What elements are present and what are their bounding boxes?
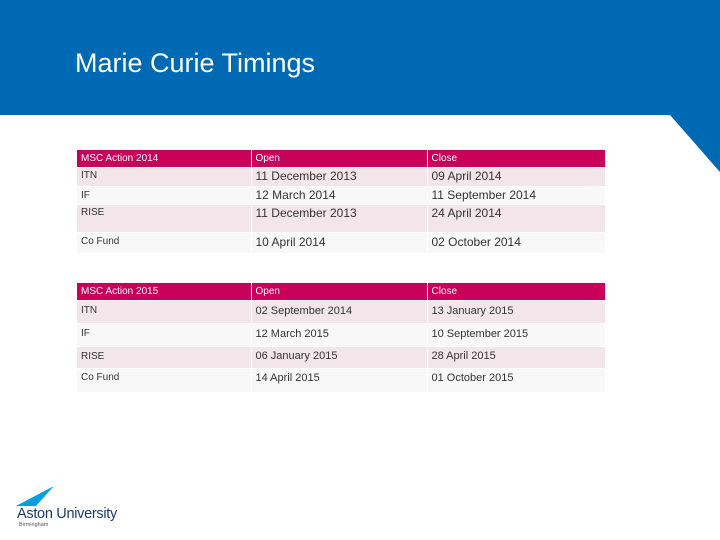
open-date-cell: 14 April 2015: [250, 368, 427, 392]
open-date-cell: 10 April 2014: [250, 232, 427, 253]
table-row: IF 12 March 2014 11 September 2014: [77, 186, 605, 205]
slide-title: Marie Curie Timings: [75, 48, 316, 78]
action-cell: Co Fund: [77, 232, 251, 253]
table-row: ITN 11 December 2013 09 April 2014: [77, 167, 605, 187]
header-corner-decoration: [670, 115, 720, 172]
open-date-cell: 11 December 2013: [250, 167, 427, 187]
action-cell: ITN: [77, 300, 251, 324]
table-row: Co Fund 14 April 2015 01 October 2015: [77, 368, 605, 392]
action-cell: IF: [77, 186, 251, 205]
action-cell: Co Fund: [77, 368, 251, 392]
column-header-open: Open: [250, 150, 427, 168]
table-row: RISE 11 December 2013 24 April 2014: [77, 204, 605, 233]
column-header-close: Close: [426, 150, 605, 168]
close-date-cell: 24 April 2014: [426, 204, 605, 233]
logo-name: Aston University: [17, 506, 117, 522]
timings-table-2014: MSC Action 2014 Open Close ITN 11 Decemb…: [77, 150, 605, 253]
close-date-cell: 11 September 2014: [426, 186, 605, 205]
logo-tagline: Birmingham: [19, 522, 49, 528]
close-date-cell: 28 April 2015: [426, 346, 605, 369]
column-header-action: MSC Action 2015: [77, 283, 251, 301]
table-header-row: MSC Action 2014 Open Close: [77, 150, 605, 168]
close-date-cell: 09 April 2014: [426, 167, 605, 187]
action-cell: IF: [77, 323, 251, 347]
close-date-cell: 02 October 2014: [426, 232, 605, 253]
action-cell: RISE: [77, 346, 251, 369]
open-date-cell: 06 January 2015: [250, 346, 427, 369]
open-date-cell: 12 March 2014: [250, 186, 427, 205]
table-row: ITN 02 September 2014 13 January 2015: [77, 300, 605, 324]
column-header-close: Close: [426, 283, 605, 301]
column-header-action: MSC Action 2014: [77, 150, 251, 168]
action-cell: RISE: [77, 204, 251, 233]
table-row: IF 12 March 2015 10 September 2015: [77, 323, 605, 347]
table-row: Co Fund 10 April 2014 02 October 2014: [77, 232, 605, 253]
column-header-open: Open: [250, 283, 427, 301]
open-date-cell: 12 March 2015: [250, 323, 427, 347]
close-date-cell: 10 September 2015: [426, 323, 605, 347]
aston-swoosh-icon: [16, 486, 54, 506]
timings-table-2015: MSC Action 2015 Open Close ITN 02 Septem…: [77, 283, 605, 392]
table-row: RISE 06 January 2015 28 April 2015: [77, 346, 605, 369]
table-header-row: MSC Action 2015 Open Close: [77, 283, 605, 301]
open-date-cell: 11 December 2013: [250, 204, 427, 233]
action-cell: ITN: [77, 167, 251, 187]
close-date-cell: 01 October 2015: [426, 368, 605, 392]
slide-header: Marie Curie Timings: [0, 0, 720, 172]
close-date-cell: 13 January 2015: [426, 300, 605, 324]
open-date-cell: 02 September 2014: [250, 300, 427, 324]
